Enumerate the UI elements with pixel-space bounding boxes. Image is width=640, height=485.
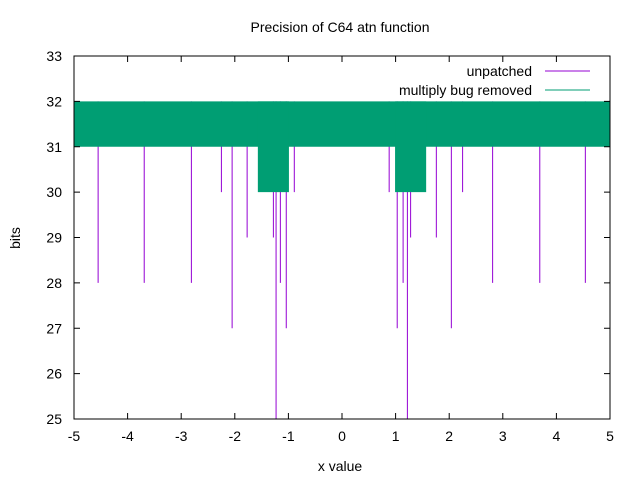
legend-label: unpatched [467, 63, 532, 79]
chart-title: Precision of C64 atn function [251, 19, 430, 35]
x-tick-label: 3 [499, 428, 507, 444]
y-tick-label: 29 [46, 230, 62, 246]
x-tick-label: 5 [606, 428, 614, 444]
x-tick-label: -2 [229, 428, 242, 444]
x-tick-label: 1 [392, 428, 400, 444]
plot-marks [74, 101, 610, 419]
y-tick-label: 31 [46, 139, 62, 155]
y-tick-label: 25 [46, 411, 62, 427]
legend: unpatched multiply bug removed [399, 63, 590, 98]
y-tick-label: 33 [46, 48, 62, 64]
y-tick-label: 28 [46, 275, 62, 291]
axes: -5 -4 -3 -2 -1 0 1 2 3 4 5 25 26 27 28 29 30 31 32 33 [46, 48, 614, 444]
y-tick-label: 26 [46, 366, 62, 382]
y-axis-label: bits [7, 227, 23, 249]
filled-region [257, 101, 289, 193]
x-tick-label: 4 [553, 428, 561, 444]
filled-region [395, 101, 427, 193]
x-tick-label: -4 [121, 428, 134, 444]
x-tick-label: -3 [175, 428, 188, 444]
filled-region [74, 101, 610, 147]
x-tick-label: -5 [68, 428, 81, 444]
y-tick-label: 32 [46, 93, 62, 109]
y-tick-label: 30 [46, 184, 62, 200]
x-tick-label: -1 [282, 428, 295, 444]
x-tick-label: 2 [445, 428, 453, 444]
legend-label: multiply bug removed [399, 82, 532, 98]
y-tick-label: 27 [46, 320, 62, 336]
x-tick-label: 0 [338, 428, 346, 444]
x-axis-label: x value [318, 458, 363, 474]
